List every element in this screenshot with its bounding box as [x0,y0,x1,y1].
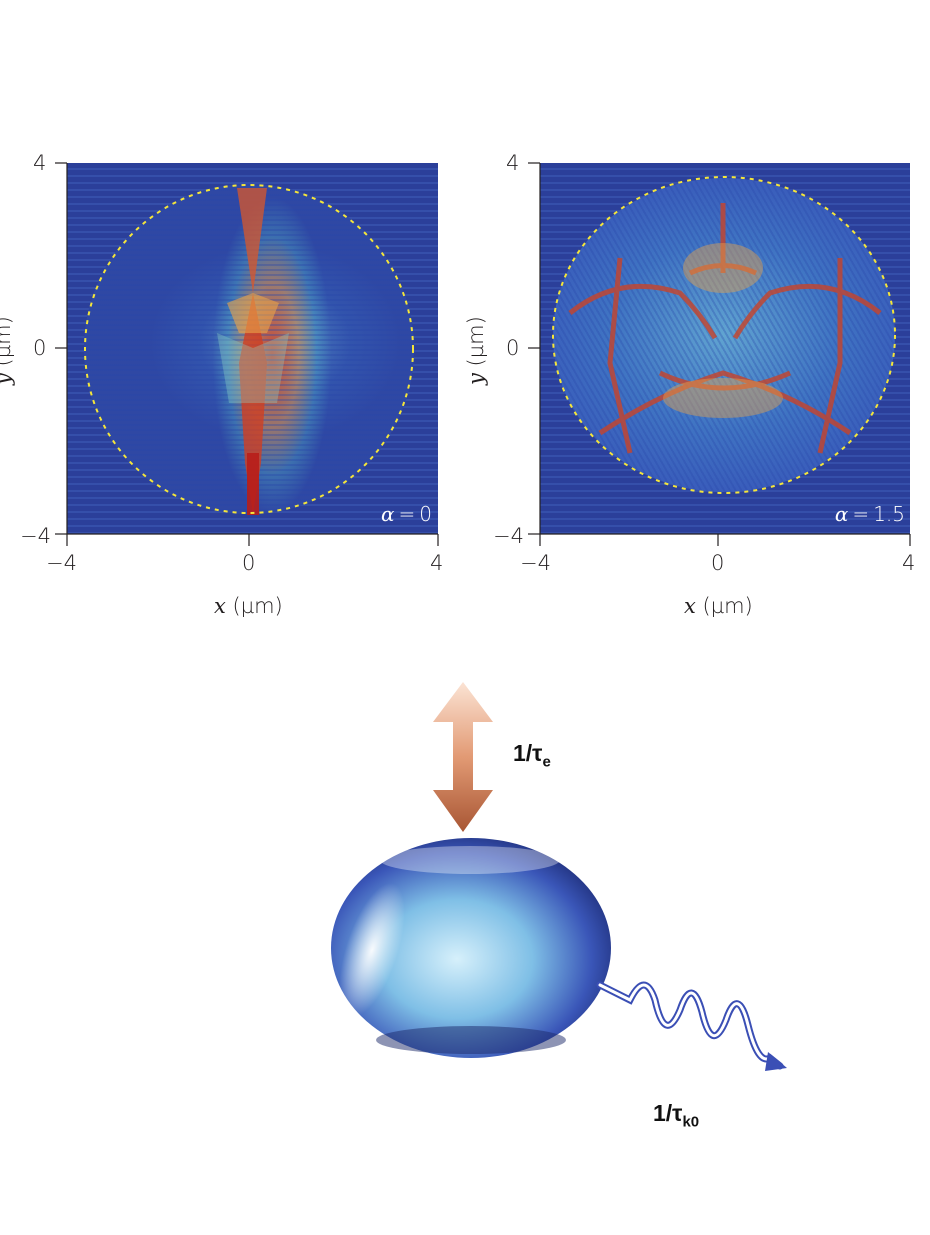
right-xaxis-title: x (µm) [684,594,753,618]
left-heatmap: α = 0 [67,163,438,534]
left-ytick-top: 4 [33,151,47,175]
right-heatmap: α = 1.5 [540,163,910,534]
right-xtick-mid: 0 [711,551,725,575]
emission-rate-label: 1/τk0 [653,1100,700,1131]
left-alpha-label: α = 0 [381,502,432,526]
right-ytick-top: 4 [506,151,520,175]
right-alpha-label: α = 1.5 [834,502,905,526]
right-xtick-min: −4 [520,551,551,575]
right-xtick-max: 4 [902,551,916,575]
right-caustic-overlay [568,203,882,454]
left-ytick-bottom: −4 [20,524,51,548]
left-cavity-boundary [84,184,414,514]
exchange-rate-label: 1/τe [513,740,551,771]
right-ytick-mid: 0 [506,336,520,360]
left-xtick-mid: 0 [242,551,256,575]
left-ytick-mid: 0 [33,336,47,360]
right-ytick-bottom: −4 [493,524,524,548]
left-xtick-max: 4 [430,551,444,575]
left-caustic-overlay [217,188,289,515]
right-cavity-boundary [552,176,896,494]
left-xtick-min: −4 [46,551,77,575]
left-xaxis-title: x (µm) [214,594,283,618]
